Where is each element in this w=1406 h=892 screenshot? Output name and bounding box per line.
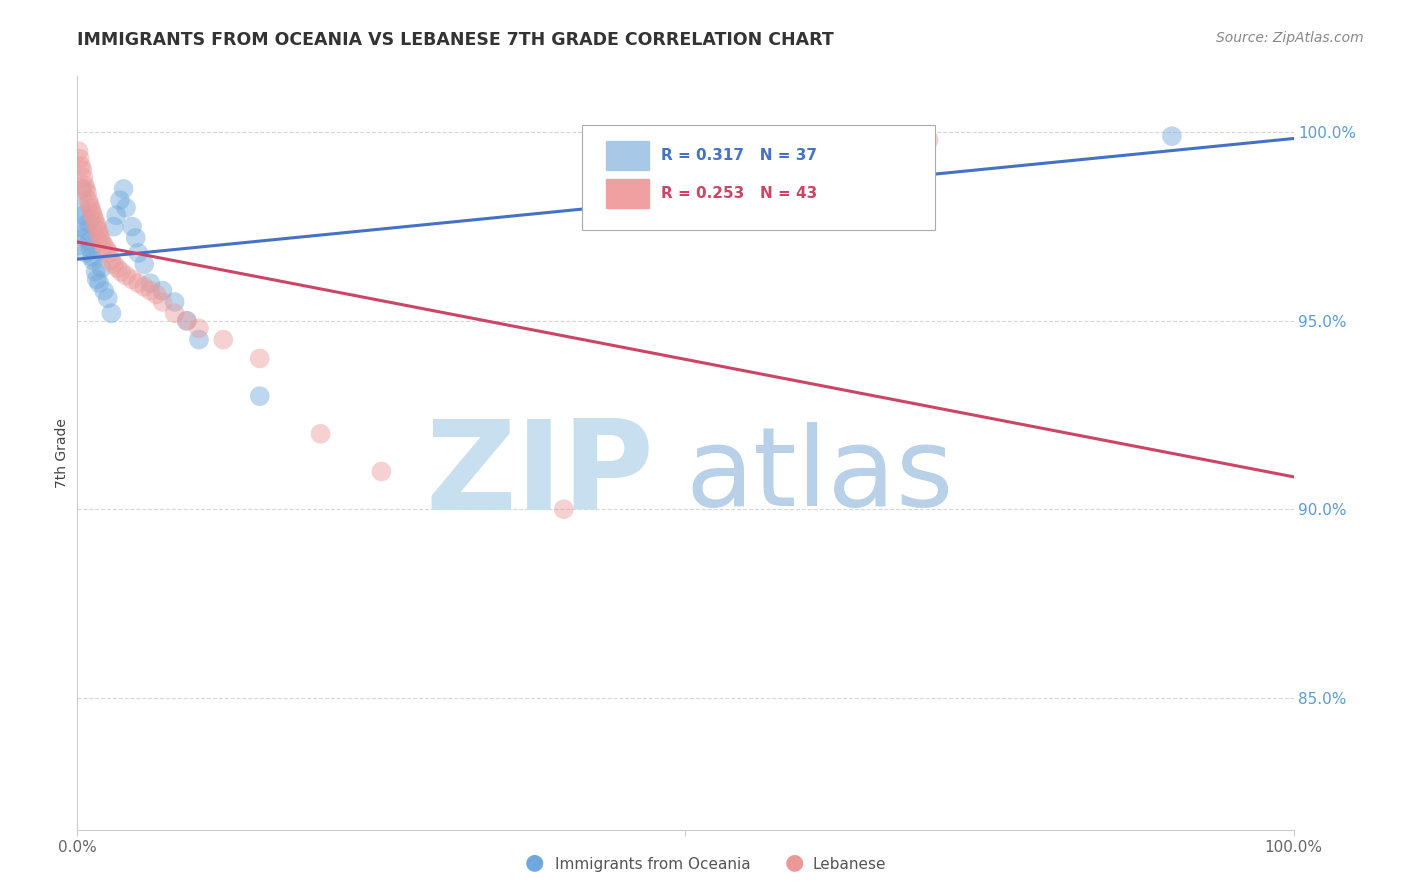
Point <box>93 284 115 298</box>
Point <box>76 223 98 237</box>
Point <box>97 291 120 305</box>
Point <box>127 246 149 260</box>
Y-axis label: 7th Grade: 7th Grade <box>55 417 69 488</box>
Point <box>72 208 94 222</box>
Point <box>67 144 90 158</box>
Point <box>152 294 174 309</box>
Point <box>89 276 111 290</box>
Point <box>70 182 93 196</box>
Point <box>89 231 111 245</box>
Point <box>105 208 128 222</box>
Text: R = 0.253   N = 43: R = 0.253 N = 43 <box>661 186 817 201</box>
Point <box>80 204 103 219</box>
Text: R = 0.317   N = 37: R = 0.317 N = 37 <box>661 148 817 163</box>
FancyBboxPatch shape <box>582 125 935 230</box>
Text: ●: ● <box>785 853 804 872</box>
Point <box>100 306 122 320</box>
Point <box>125 231 148 245</box>
Point <box>96 242 118 256</box>
Point <box>115 268 138 283</box>
Point <box>82 253 104 268</box>
Point <box>73 231 96 245</box>
Point <box>69 219 91 234</box>
Point <box>139 276 162 290</box>
Point <box>83 212 105 227</box>
Point <box>79 235 101 249</box>
Point <box>112 182 135 196</box>
Text: IMMIGRANTS FROM OCEANIA VS LEBANESE 7TH GRADE CORRELATION CHART: IMMIGRANTS FROM OCEANIA VS LEBANESE 7TH … <box>77 31 834 49</box>
Point <box>309 426 332 441</box>
Text: Lebanese: Lebanese <box>813 857 886 872</box>
Point <box>108 193 131 207</box>
Point <box>79 197 101 211</box>
Point <box>134 257 156 271</box>
Point <box>82 208 104 222</box>
Point <box>188 333 211 347</box>
Point <box>89 227 111 241</box>
Point <box>90 260 112 275</box>
Point <box>370 465 392 479</box>
Point <box>212 333 235 347</box>
Point <box>163 306 186 320</box>
Point <box>84 216 107 230</box>
FancyBboxPatch shape <box>606 142 650 170</box>
Point <box>176 314 198 328</box>
Point <box>80 201 103 215</box>
Point <box>67 238 90 252</box>
Point <box>80 242 103 256</box>
Point <box>70 163 93 178</box>
Point <box>127 276 149 290</box>
Point <box>86 219 108 234</box>
Point <box>70 159 93 173</box>
Point <box>90 235 112 249</box>
Point <box>76 186 98 200</box>
Point <box>152 284 174 298</box>
Point <box>86 272 108 286</box>
Point <box>103 257 125 271</box>
Point <box>77 193 100 207</box>
Point <box>70 201 93 215</box>
Point <box>110 265 132 279</box>
Point <box>84 265 107 279</box>
Point <box>176 314 198 328</box>
Text: atlas: atlas <box>685 422 953 529</box>
Point <box>73 178 96 193</box>
Text: Immigrants from Oceania: Immigrants from Oceania <box>555 857 751 872</box>
Point <box>87 223 110 237</box>
Point <box>80 250 103 264</box>
Point <box>115 201 138 215</box>
Point <box>163 294 186 309</box>
Point <box>249 351 271 366</box>
Text: Source: ZipAtlas.com: Source: ZipAtlas.com <box>1216 31 1364 45</box>
FancyBboxPatch shape <box>606 179 650 208</box>
Point <box>75 246 97 260</box>
Point <box>121 272 143 286</box>
Point <box>103 219 125 234</box>
Point <box>75 182 97 196</box>
Point <box>107 260 129 275</box>
Point <box>77 216 100 230</box>
Point <box>121 219 143 234</box>
Point <box>139 284 162 298</box>
Point <box>72 170 94 185</box>
Point <box>134 280 156 294</box>
Point <box>918 133 941 147</box>
Text: ZIP: ZIP <box>425 415 654 536</box>
Point <box>1161 129 1184 144</box>
Point <box>93 238 115 252</box>
Point <box>69 152 91 166</box>
Point <box>188 321 211 335</box>
Point <box>796 133 818 147</box>
Point <box>100 253 122 268</box>
Point <box>145 287 167 301</box>
Point <box>553 502 575 516</box>
Point <box>249 389 271 403</box>
Text: ●: ● <box>524 853 544 872</box>
Point <box>97 246 120 260</box>
